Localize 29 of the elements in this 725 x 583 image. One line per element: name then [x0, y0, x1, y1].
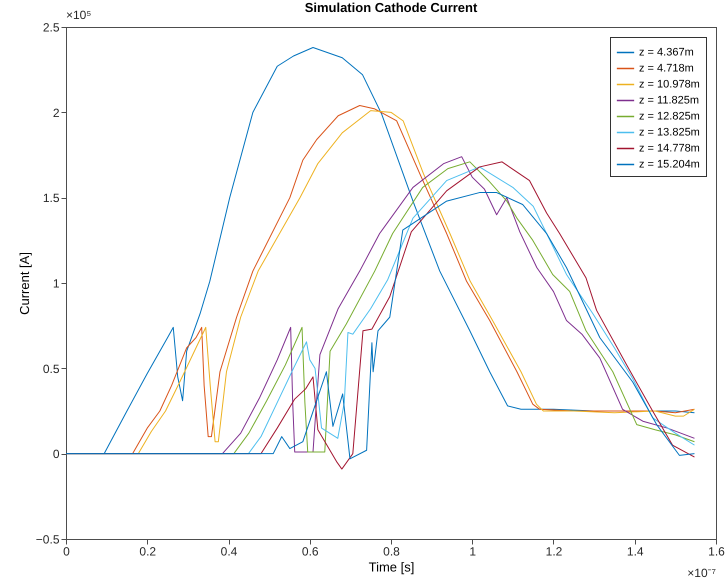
y-tick-label: −0.5 — [36, 532, 60, 546]
y-tick-label: 1.5 — [42, 191, 60, 206]
x-tick-label: 1.2 — [546, 544, 563, 558]
legend-label: z = 4.367m — [639, 46, 694, 58]
text: ×10⁵ — [66, 8, 92, 22]
x-tick-label: 0.6 — [302, 544, 319, 558]
x-tick-label: 1.6 — [708, 544, 725, 558]
legend-label: z = 10.978m — [639, 78, 700, 90]
legend-label: z = 11.825m — [639, 94, 700, 106]
x-tick-label: 1 — [469, 544, 476, 558]
x-tick-label: 0.8 — [383, 544, 400, 558]
y-axis-title: Current [A] — [16, 252, 32, 315]
text: ×10⁻⁷ — [687, 566, 716, 580]
x-tick-label: 0.4 — [220, 544, 238, 558]
chart-title: Simulation Cathode Current — [304, 0, 478, 15]
legend-label: z = 4.718m — [639, 62, 694, 74]
y-tick-label: 0 — [52, 447, 60, 462]
x-axis-title: Time [s] — [368, 560, 414, 574]
legend-label: z = 12.825m — [639, 110, 700, 122]
y-tick-label: 2 — [52, 106, 60, 120]
legend-label: z = 13.825m — [639, 126, 700, 138]
y-tick-label: 0.5 — [42, 362, 60, 376]
x-tick-label: 1.4 — [626, 544, 644, 558]
y-tick-label: 1 — [52, 276, 60, 290]
x-tick-label: 0 — [63, 544, 70, 558]
legend-label: z = 14.778m — [639, 142, 700, 154]
legend-label: z = 15.204m — [639, 158, 700, 170]
x-tick-label: 0.2 — [139, 544, 156, 558]
y-tick-label: 2.5 — [42, 20, 60, 34]
